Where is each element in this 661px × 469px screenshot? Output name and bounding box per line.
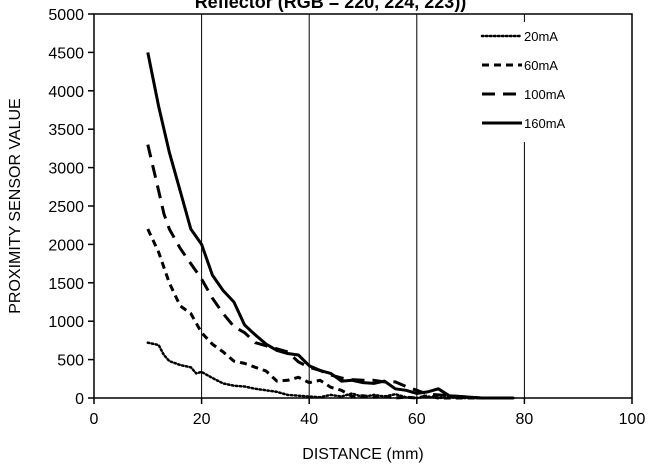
y-axis-label: PROXIMITY SENSOR VALUE xyxy=(7,98,24,313)
x-tick-label: 40 xyxy=(300,411,318,428)
chart-title: Reflector (RGB = 220, 224, 223)) xyxy=(194,0,467,12)
y-tick-label: 4500 xyxy=(48,45,84,62)
y-tick-label: 2000 xyxy=(48,237,84,254)
series-line-100ma xyxy=(146,144,514,400)
series-line-20ma xyxy=(146,341,515,400)
legend-label-160ma: 160mA xyxy=(524,116,566,131)
x-tick-label: 100 xyxy=(619,411,646,428)
x-tick-label: 0 xyxy=(90,411,99,428)
y-tick-label: 1500 xyxy=(48,276,84,293)
series-line-160ma xyxy=(146,52,514,400)
y-tick-label: 0 xyxy=(75,391,84,408)
plot-frame xyxy=(93,13,633,399)
y-tick-label: 3000 xyxy=(48,161,84,178)
y-axis-tick-labels: 0 500 1000 1500 2000 2500 3000 3500 4000 4500 5000 xyxy=(48,7,94,408)
y-tick-label: 2500 xyxy=(48,199,84,216)
legend: 20mA 60mA 100mA 160mA xyxy=(474,22,578,142)
legend-label-20ma: 20mA xyxy=(524,29,558,44)
x-tick-label: 20 xyxy=(193,411,211,428)
y-tick-label: 5000 xyxy=(48,7,84,24)
series-lines xyxy=(146,52,515,400)
x-tick-label: 80 xyxy=(516,411,534,428)
y-tick-label: 3500 xyxy=(48,122,84,139)
x-tick-label: 60 xyxy=(408,411,426,428)
y-tick-label: 4000 xyxy=(48,84,84,101)
x-axis-tick-labels: 0 20 40 60 80 100 xyxy=(90,398,646,428)
y-tick-label: 500 xyxy=(57,353,84,370)
y-tick-label: 1000 xyxy=(48,314,84,331)
x-axis-label: DISTANCE (mm) xyxy=(302,446,423,463)
legend-label-100ma: 100mA xyxy=(524,87,566,102)
legend-label-60ma: 60mA xyxy=(524,58,558,73)
